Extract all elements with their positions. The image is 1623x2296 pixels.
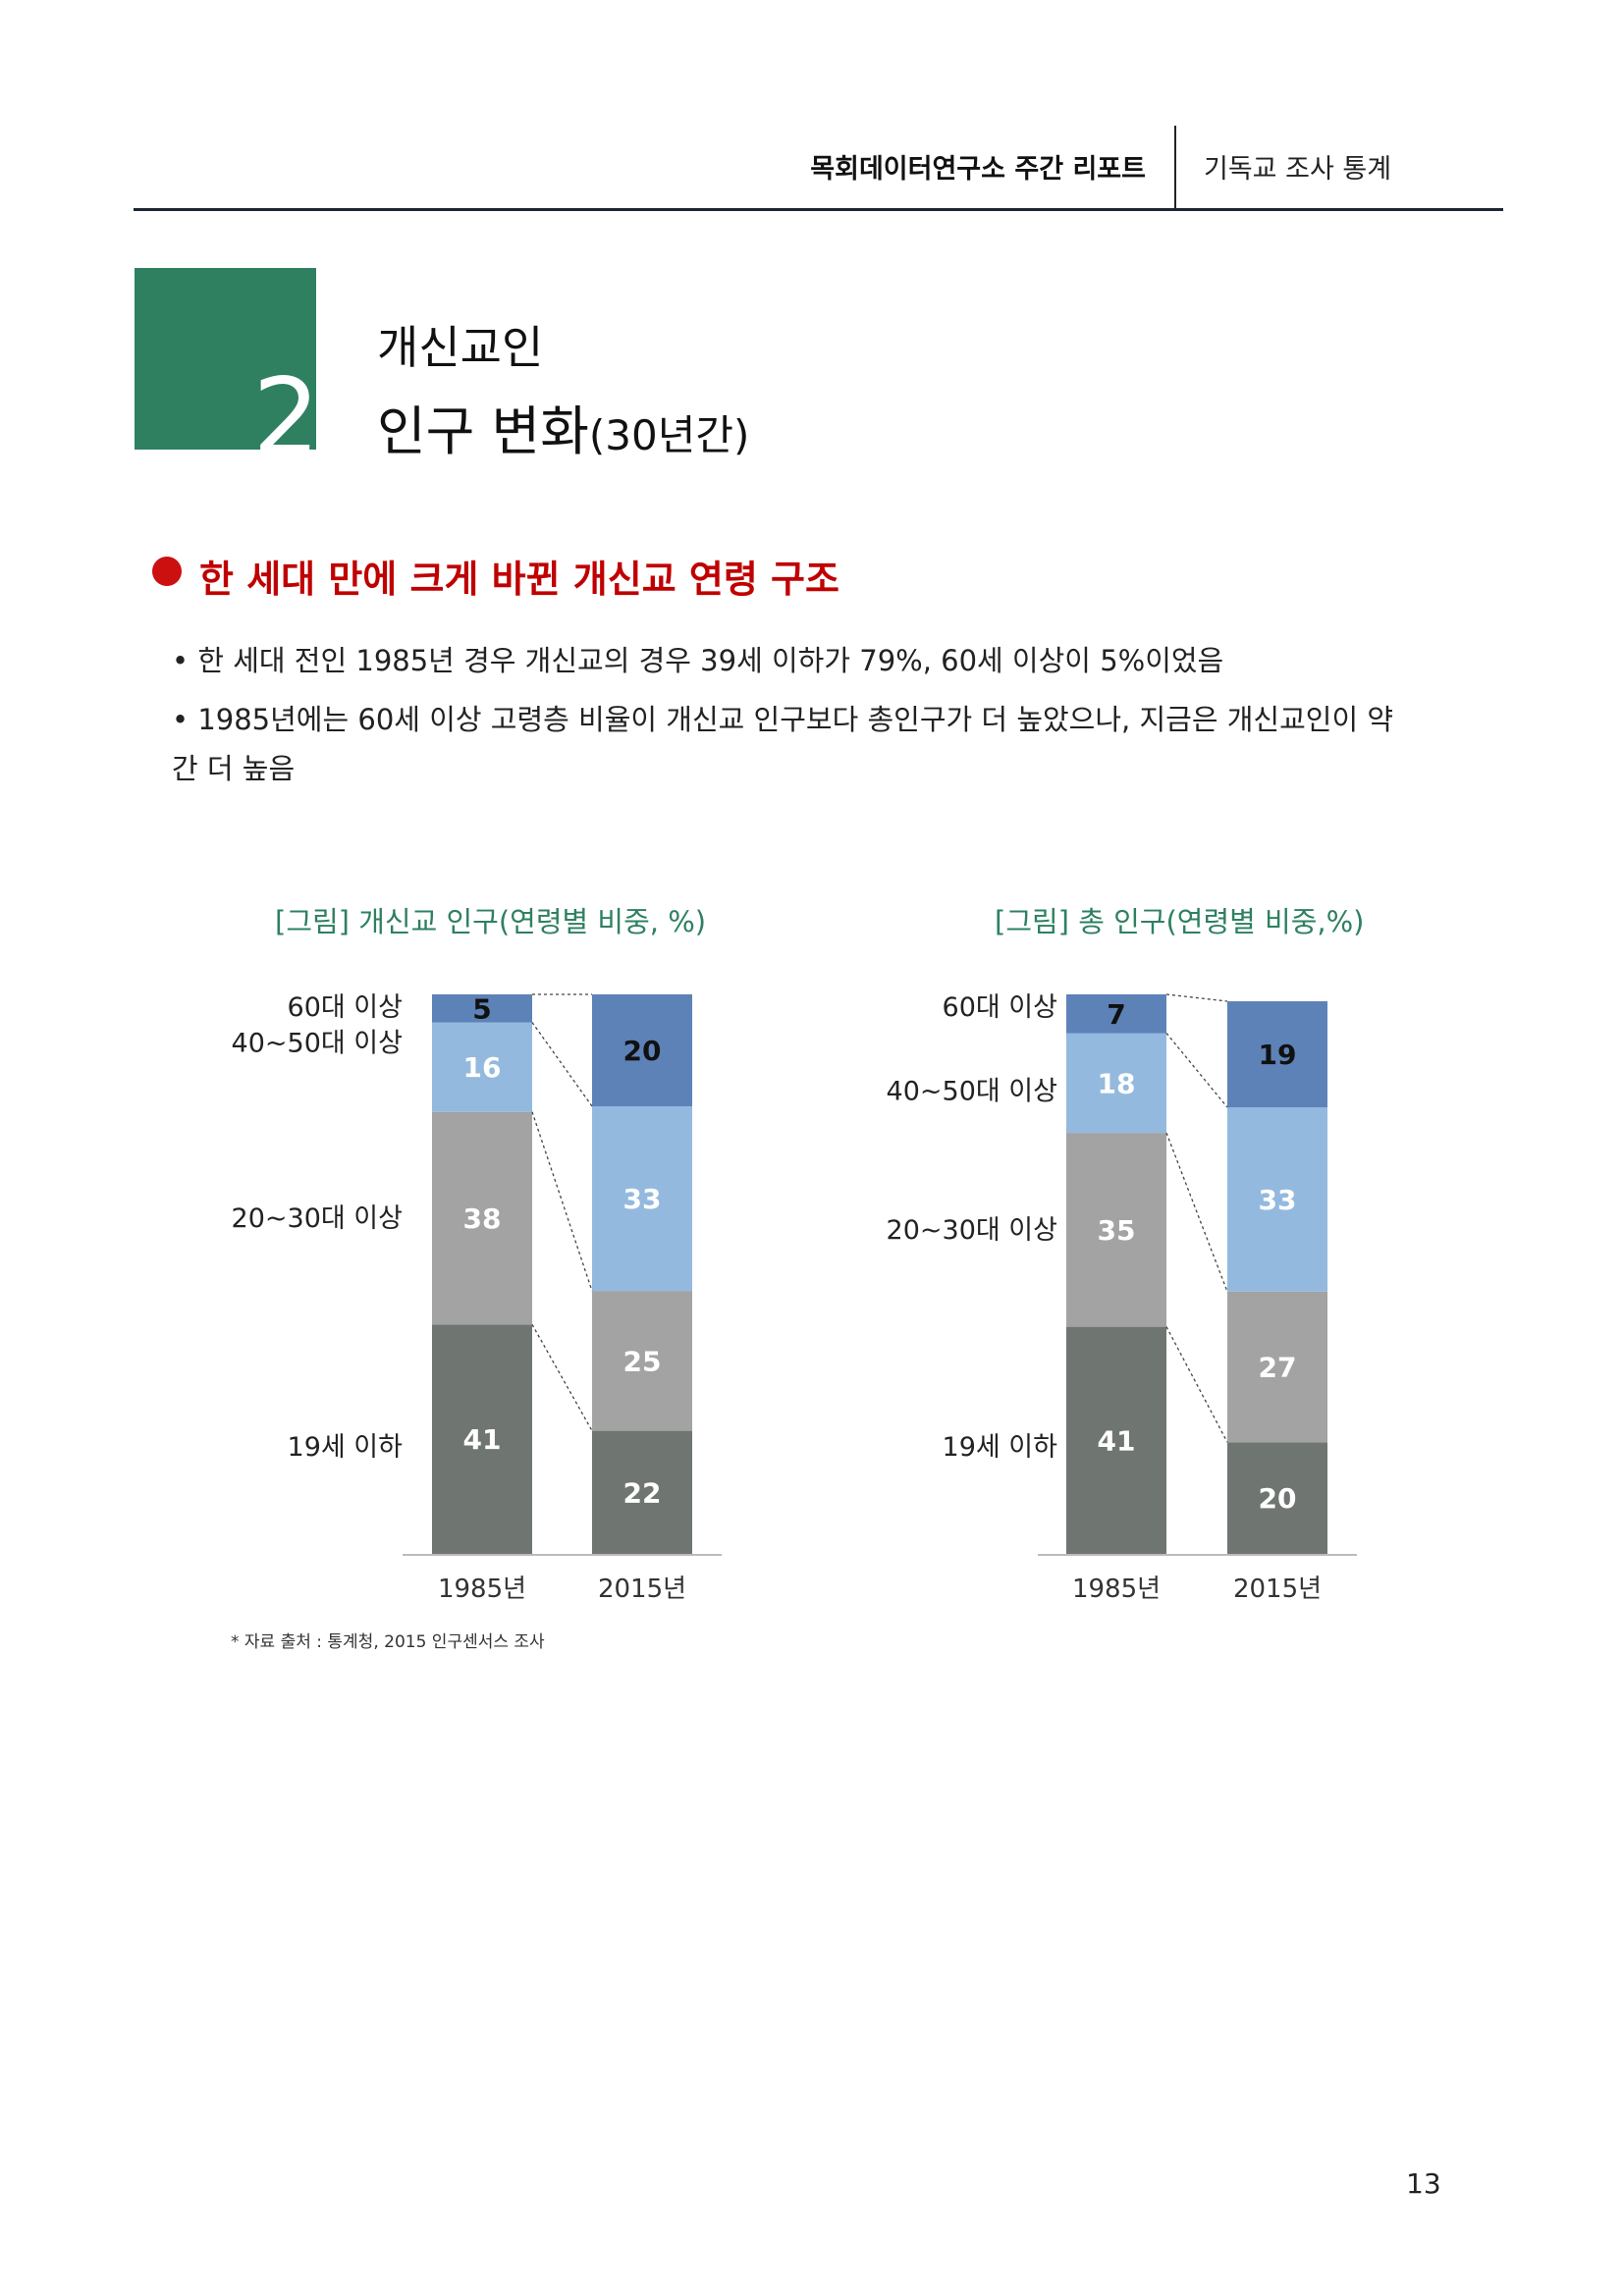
section-title-line2: 인구 변화(30년간) (377, 388, 749, 465)
section-title-line1: 개신교인 (377, 321, 544, 374)
connector-line (531, 1323, 593, 1431)
bar-segment (592, 994, 692, 1106)
data-label: 27 (1259, 1351, 1297, 1383)
data-label: 16 (463, 1051, 502, 1084)
bullet-item: • 한 세대 전인 1985년 경우 개신교의 경우 39세 이하가 79%, … (172, 644, 1224, 677)
series-label: 19세 이하 (943, 1432, 1058, 1463)
bar-segment (1066, 994, 1166, 1034)
report-title: 목회데이터연구소 주간 리포트 (810, 154, 1146, 185)
header-rule (134, 208, 1503, 211)
report-category: 기독교 조사 통계 (1204, 154, 1392, 185)
series-label: 60대 이상 (943, 992, 1057, 1023)
connector-line (1165, 1132, 1228, 1292)
section-number-box: 2 (135, 268, 316, 450)
data-label: 19 (1259, 1039, 1297, 1071)
bar-segment (1227, 1001, 1327, 1108)
data-source: * 자료 출처 : 통계청, 2015 인구센서스 조사 (231, 1632, 545, 1652)
bar-segment (1227, 1442, 1327, 1554)
bar-segment (1066, 1326, 1166, 1554)
bar-segment (592, 1291, 692, 1431)
bar-segment (1066, 1033, 1166, 1134)
chart-title-protestant: [그림] 개신교 인구(연령별 비중, %) (275, 905, 707, 938)
bar-segment (1227, 1291, 1327, 1443)
bar-segment (1066, 1133, 1166, 1327)
data-label: 18 (1098, 1067, 1136, 1099)
page-number: 13 (1406, 2167, 1441, 2200)
section-title-paren: (30년간) (588, 411, 750, 459)
header-divider (1174, 126, 1176, 208)
bar-segment (432, 1324, 532, 1554)
connector-line (1165, 1033, 1228, 1108)
series-label: 20~30대 이상 (887, 1215, 1057, 1246)
data-label: 7 (1107, 998, 1125, 1031)
data-label: 41 (463, 1423, 502, 1456)
chart-title-total: [그림] 총 인구(연령별 비중,%) (995, 905, 1365, 938)
bullet-text: 1985년에는 60세 이상 고령층 비율이 개신교 인구보다 총인구가 더 높… (172, 703, 1394, 785)
data-label: 20 (623, 1035, 662, 1067)
bar-segment (432, 994, 532, 1023)
subtitle: 한 세대 만에 크게 바뀐 개신교 연령 구조 (199, 558, 839, 601)
subtitle-bullet-icon (152, 557, 182, 586)
section-number: 2 (252, 356, 316, 451)
data-label: 5 (472, 992, 491, 1025)
series-label: 40~50대 이상 (232, 1029, 403, 1059)
x-tick-label: 2015년 (1233, 1575, 1322, 1604)
bullet-text: 한 세대 전인 1985년 경우 개신교의 경우 39세 이하가 79%, 60… (197, 644, 1224, 677)
connector-line (531, 1022, 593, 1107)
series-label: 60대 이상 (288, 992, 403, 1023)
x-tick-label: 1985년 (1072, 1575, 1161, 1604)
bar-segment (1227, 1107, 1327, 1292)
data-label: 33 (1259, 1184, 1297, 1216)
data-label: 25 (623, 1345, 662, 1377)
series-label: 40~50대 이상 (887, 1077, 1057, 1107)
bar-segment (432, 1111, 532, 1325)
connector-line (1165, 993, 1228, 1002)
x-tick-label: 1985년 (438, 1575, 526, 1604)
bar-segment (432, 1022, 532, 1112)
series-label: 20~30대 이상 (232, 1203, 403, 1234)
connector-line (531, 1111, 593, 1292)
data-label: 33 (623, 1183, 662, 1215)
data-label: 41 (1098, 1424, 1136, 1457)
x-tick-label: 2015년 (598, 1575, 686, 1604)
data-label: 22 (623, 1476, 662, 1509)
bar-segment (592, 1106, 692, 1292)
connector-line (1165, 1326, 1228, 1443)
data-label: 38 (463, 1202, 502, 1235)
bar-segment (592, 1430, 692, 1554)
data-label: 20 (1259, 1482, 1297, 1515)
section-title-main: 인구 변화 (377, 400, 589, 462)
series-label: 19세 이하 (288, 1432, 404, 1463)
bullet-item: • 1985년에는 60세 이상 고령층 비율이 개신교 인구보다 총인구가 더… (172, 703, 1394, 785)
data-label: 35 (1098, 1214, 1136, 1247)
